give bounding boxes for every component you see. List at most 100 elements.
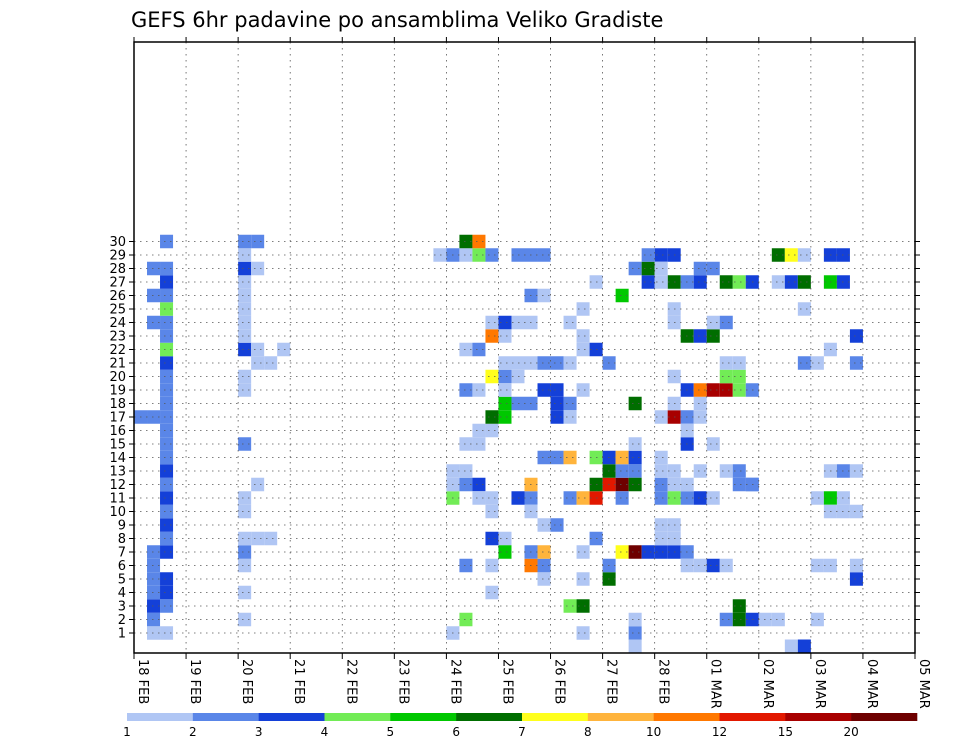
precip-cell bbox=[563, 599, 577, 613]
precip-cell bbox=[238, 383, 252, 397]
precip-cell bbox=[641, 545, 655, 559]
precip-cell bbox=[849, 356, 863, 370]
precip-cell bbox=[563, 491, 577, 505]
precip-cell bbox=[732, 464, 746, 478]
colorbar-swatch bbox=[785, 713, 852, 721]
precip-cell bbox=[693, 464, 707, 478]
precip-cell bbox=[147, 558, 161, 573]
precip-cell bbox=[498, 396, 512, 411]
precip-cell bbox=[238, 329, 252, 343]
colorbar-label: 10 bbox=[646, 725, 661, 739]
precip-cell bbox=[654, 464, 668, 478]
y-tick-label: 19 bbox=[109, 384, 126, 399]
precip-cell bbox=[511, 315, 525, 330]
precip-cell bbox=[576, 491, 590, 505]
x-tick-label: 22 FEB bbox=[343, 659, 358, 704]
precip-cell bbox=[238, 585, 252, 600]
precip-cell bbox=[719, 369, 733, 384]
precip-cell bbox=[706, 261, 720, 276]
precip-cell bbox=[147, 288, 161, 303]
precip-cell bbox=[628, 450, 642, 465]
precip-cell bbox=[784, 275, 798, 289]
y-tick-label: 26 bbox=[109, 289, 126, 304]
precip-cell bbox=[693, 261, 707, 276]
precip-cell bbox=[537, 356, 551, 370]
precip-cell bbox=[628, 626, 642, 640]
precip-cell bbox=[147, 626, 161, 640]
colorbar-swatch bbox=[258, 713, 325, 721]
y-tick-label: 21 bbox=[109, 357, 126, 372]
precip-cell bbox=[459, 248, 473, 262]
precip-cell bbox=[485, 491, 499, 505]
precip-cell bbox=[719, 356, 733, 370]
precip-cell bbox=[238, 612, 252, 627]
precip-cell bbox=[160, 518, 174, 532]
precip-cell bbox=[160, 477, 174, 492]
colorbar-label: 6 bbox=[452, 725, 460, 739]
precip-cell bbox=[706, 491, 720, 505]
precip-cell bbox=[160, 261, 174, 276]
colorbar-swatch bbox=[851, 713, 918, 721]
precip-cell bbox=[849, 464, 863, 478]
precip-cell bbox=[160, 302, 174, 316]
precip-cell bbox=[238, 275, 252, 289]
y-tick-label: 30 bbox=[109, 235, 126, 250]
precip-cell bbox=[576, 383, 590, 397]
precip-cell bbox=[576, 302, 590, 316]
colorbar-label: 12 bbox=[712, 725, 727, 739]
precip-cell bbox=[485, 410, 499, 424]
precip-cell bbox=[459, 437, 473, 451]
precip-cell bbox=[238, 558, 252, 573]
precip-cell bbox=[550, 518, 564, 532]
precip-cell bbox=[459, 383, 473, 397]
colorbar-label: 1 bbox=[123, 725, 131, 739]
colorbar-label: 15 bbox=[778, 725, 793, 739]
precip-cell bbox=[238, 504, 252, 519]
precip-cell bbox=[706, 383, 720, 397]
precip-cell bbox=[485, 531, 499, 546]
precip-cell bbox=[784, 639, 798, 653]
precip-cell bbox=[498, 315, 512, 330]
precip-cell bbox=[251, 342, 265, 357]
precip-cell bbox=[498, 545, 512, 559]
precip-cell bbox=[459, 234, 473, 249]
precip-cell bbox=[719, 464, 733, 478]
precip-cell bbox=[160, 626, 174, 640]
precip-cell bbox=[485, 315, 499, 330]
precip-cell bbox=[459, 558, 473, 573]
precip-cell bbox=[797, 639, 811, 653]
precip-cell bbox=[615, 464, 629, 478]
precip-cell bbox=[628, 464, 642, 478]
precip-cell bbox=[238, 288, 252, 303]
precip-cell bbox=[706, 437, 720, 451]
y-tick-label: 28 bbox=[109, 262, 126, 277]
precip-cell bbox=[433, 248, 447, 262]
chart-title: GEFS 6hr padavine po ansamblima Veliko G… bbox=[131, 8, 663, 32]
y-tick-label: 27 bbox=[109, 276, 126, 291]
y-tick-label: 14 bbox=[109, 451, 126, 466]
precip-cell bbox=[251, 356, 265, 370]
precip-cell bbox=[615, 288, 629, 303]
y-tick-label: 23 bbox=[109, 330, 126, 345]
precip-cell bbox=[719, 558, 733, 573]
precipitation-cells bbox=[134, 234, 863, 653]
colorbar-swatch bbox=[324, 713, 391, 721]
precip-cell bbox=[563, 396, 577, 411]
precip-cell bbox=[160, 464, 174, 478]
precip-cell bbox=[693, 410, 707, 424]
y-tick-label: 18 bbox=[109, 397, 126, 412]
precip-cell bbox=[160, 504, 174, 519]
precip-cell bbox=[160, 585, 174, 600]
precip-cell bbox=[784, 248, 798, 262]
precip-cell bbox=[147, 315, 161, 330]
precip-cell bbox=[576, 626, 590, 640]
precip-cell bbox=[472, 423, 486, 438]
precip-cell bbox=[719, 612, 733, 627]
precip-cell bbox=[160, 396, 174, 411]
precip-cell bbox=[472, 234, 486, 249]
precip-cell bbox=[849, 572, 863, 586]
x-tick-label: 27 FEB bbox=[604, 659, 619, 704]
precip-cell bbox=[706, 329, 720, 343]
precip-cell bbox=[147, 599, 161, 613]
precip-cell bbox=[511, 491, 525, 505]
